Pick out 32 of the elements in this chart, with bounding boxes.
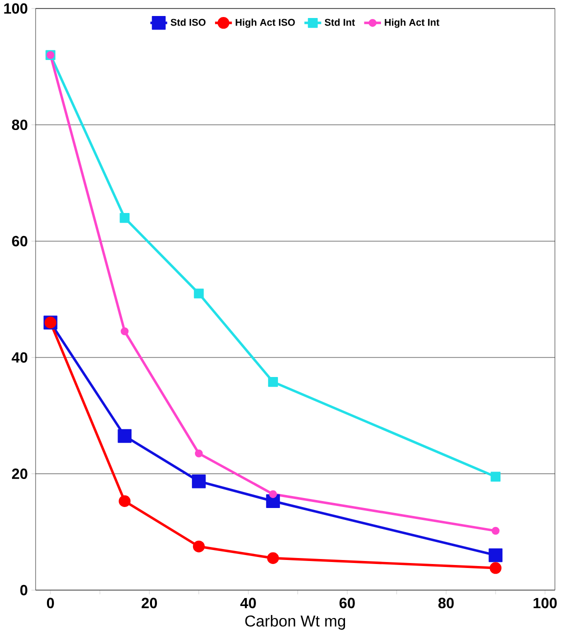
point: [193, 540, 205, 552]
point: [118, 429, 132, 443]
point: [267, 552, 280, 564]
legend-label: Std Int: [324, 18, 356, 26]
point: [490, 472, 501, 482]
x-tick-label: 100: [534, 598, 557, 608]
point: [120, 327, 129, 336]
x-axis-title: Carbon Wt mg: [245, 615, 346, 630]
y-tick-label: 80: [12, 120, 28, 130]
x-tick-label: 60: [340, 598, 355, 608]
point: [269, 490, 278, 498]
x-tick-label: 40: [240, 598, 256, 608]
point: [488, 548, 503, 562]
point: [490, 562, 502, 574]
legend-label: High Act Int: [385, 18, 440, 28]
point: [192, 474, 206, 488]
point: [120, 212, 130, 223]
point: [194, 288, 204, 298]
y-tick-label: 0: [20, 584, 28, 596]
y-tick-label: 20: [12, 468, 28, 480]
y-tick-label: 60: [12, 236, 28, 246]
point: [118, 495, 131, 508]
x-tick-label: 0: [47, 598, 54, 608]
point: [195, 449, 203, 458]
x-tick-label: 20: [142, 598, 158, 608]
point: [492, 526, 500, 535]
y-tick-label: 40: [12, 352, 28, 363]
legend-label: High Act ISO: [236, 18, 296, 28]
x-tick-label: 80: [438, 598, 454, 608]
y-tick-label: 100: [4, 3, 28, 14]
point: [268, 376, 278, 387]
legend-label: Std ISO: [170, 18, 206, 26]
